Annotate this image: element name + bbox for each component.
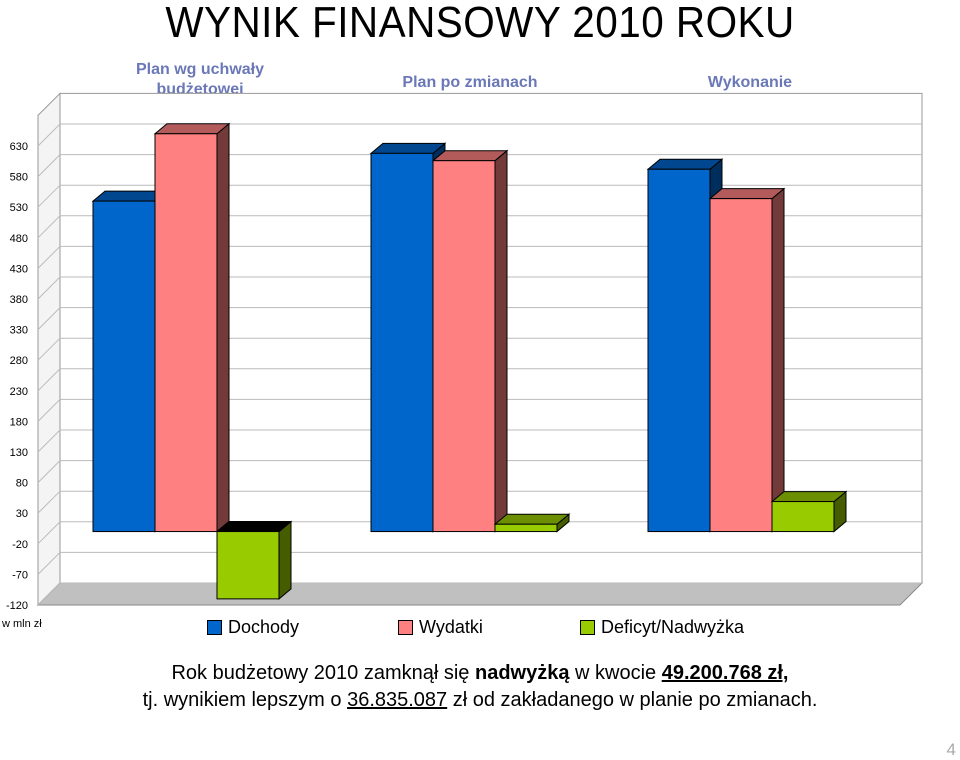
y-tick-label: 380 bbox=[10, 294, 28, 306]
category-label-line: Wykonanie bbox=[707, 74, 793, 91]
gridline bbox=[37, 368, 922, 392]
gridline bbox=[37, 490, 922, 514]
bar-nadwyzka bbox=[494, 523, 558, 533]
summary-text-part: tj. wynikiem lepszym o bbox=[142, 689, 348, 711]
y-tick-label: 530 bbox=[10, 202, 28, 214]
gridline bbox=[37, 429, 922, 453]
bar-wydatki-side bbox=[216, 122, 230, 533]
bar-wydatki bbox=[709, 198, 773, 533]
unit-label: w mln zł bbox=[2, 618, 42, 630]
bar-nadwyzka bbox=[216, 531, 280, 600]
y-tick-label: -120 bbox=[6, 600, 28, 612]
gridline bbox=[37, 123, 922, 147]
y-tick-label: 80 bbox=[16, 478, 28, 490]
y-tick-label: 430 bbox=[10, 263, 28, 275]
summary-amount: 49.200.768 zł, bbox=[661, 662, 789, 684]
bar-nadwyzka bbox=[771, 501, 835, 533]
bar-nadwyzka-side bbox=[278, 520, 292, 600]
y-tick-label: 330 bbox=[10, 325, 28, 337]
gridline bbox=[37, 184, 922, 208]
bar-dochody bbox=[647, 168, 711, 533]
bar-wydatki bbox=[432, 160, 496, 533]
bar-dochody bbox=[92, 200, 156, 533]
summary-text: Rok budżetowy 2010 zamknął się nadwyżką … bbox=[0, 660, 960, 714]
gridline bbox=[37, 307, 922, 330]
category-label-line: Plan po zmianach bbox=[402, 74, 538, 91]
gridline bbox=[37, 215, 922, 239]
y-tick-label: 580 bbox=[10, 172, 28, 184]
summary-line-1: Rok budżetowy 2010 zamknął się nadwyżką … bbox=[0, 660, 960, 687]
legend-label-dochody: Dochody bbox=[228, 617, 300, 637]
y-tick-label: 480 bbox=[10, 233, 28, 245]
legend-item-nadwyzka: Deficyt/Nadwyżka bbox=[580, 617, 744, 638]
bar-wydatki bbox=[154, 133, 218, 533]
gridline bbox=[37, 276, 922, 300]
page-title: WYNIK FINANSOWY 2010 ROKU bbox=[165, 0, 795, 47]
bar-nadwyzka-top bbox=[770, 491, 848, 503]
bar-wydatki-top bbox=[431, 150, 509, 162]
category-label-plan-po-zmianach: Plan po zmianach bbox=[380, 73, 560, 93]
chart-floor bbox=[36, 582, 924, 606]
bar-nadwyzka-top bbox=[493, 513, 571, 525]
bar-wydatki-top bbox=[153, 123, 231, 135]
gridline bbox=[37, 337, 922, 361]
y-tick-label: 30 bbox=[16, 508, 28, 520]
y-tick-label: 130 bbox=[10, 447, 28, 459]
summary-text-part: w kwocie bbox=[569, 662, 662, 684]
legend-swatch-wydatki bbox=[398, 620, 413, 635]
gridline bbox=[37, 460, 922, 483]
gridline bbox=[37, 521, 922, 545]
y-tick-label: 180 bbox=[10, 416, 28, 428]
y-tick-label: 280 bbox=[10, 355, 28, 367]
y-tick-label: -70 bbox=[12, 569, 28, 581]
summary-line-2: tj. wynikiem lepszym o 36.835.087 zł od … bbox=[0, 687, 960, 714]
page-number: 4 bbox=[946, 740, 956, 759]
gridline bbox=[37, 398, 922, 422]
legend-item-dochody: Dochody bbox=[207, 617, 299, 638]
gridline bbox=[37, 154, 922, 177]
bar-dochody bbox=[370, 152, 434, 533]
summary-bold-word: nadwyżką bbox=[474, 662, 570, 684]
y-tick-label: 630 bbox=[10, 141, 28, 153]
gridline bbox=[37, 551, 922, 575]
category-label-line: Plan wg uchwały bbox=[135, 61, 265, 78]
y-tick-label: 230 bbox=[10, 386, 28, 398]
gridline bbox=[37, 245, 922, 269]
bar-wydatki-side bbox=[494, 149, 508, 533]
y-tick-label: -20 bbox=[12, 539, 28, 551]
bar-dochody-top bbox=[369, 142, 447, 154]
summary-text-part: Rok budżetowy 2010 zamknął się bbox=[171, 662, 475, 684]
summary-text-part: zł od zakładanego w planie po zmianach. bbox=[447, 689, 818, 711]
bar-nadwyzka-top bbox=[215, 521, 293, 533]
legend-swatch-dochody bbox=[207, 620, 222, 635]
legend-swatch-nadwyzka bbox=[580, 620, 595, 635]
legend-label-nadwyzka: Deficyt/Nadwyżka bbox=[601, 617, 745, 637]
gridline bbox=[37, 582, 922, 606]
bar-wydatki-side bbox=[771, 187, 785, 533]
bar-chart: 630 580 530 480 430 380 330 280 230 180 130 80 30 -20… bbox=[6, 92, 924, 612]
legend-label-wydatki: Wydatki bbox=[419, 617, 483, 637]
legend-item-wydatki: Wydatki bbox=[398, 617, 483, 638]
chart-legend: Dochody Wydatki Deficyt/Nadwyżka bbox=[0, 617, 960, 641]
category-label-wykonanie: Wykonanie bbox=[660, 73, 840, 93]
bar-dochody-top bbox=[646, 158, 724, 170]
summary-difference-amount: 36.835.087 bbox=[347, 689, 448, 711]
bar-wydatki-top bbox=[708, 188, 786, 200]
